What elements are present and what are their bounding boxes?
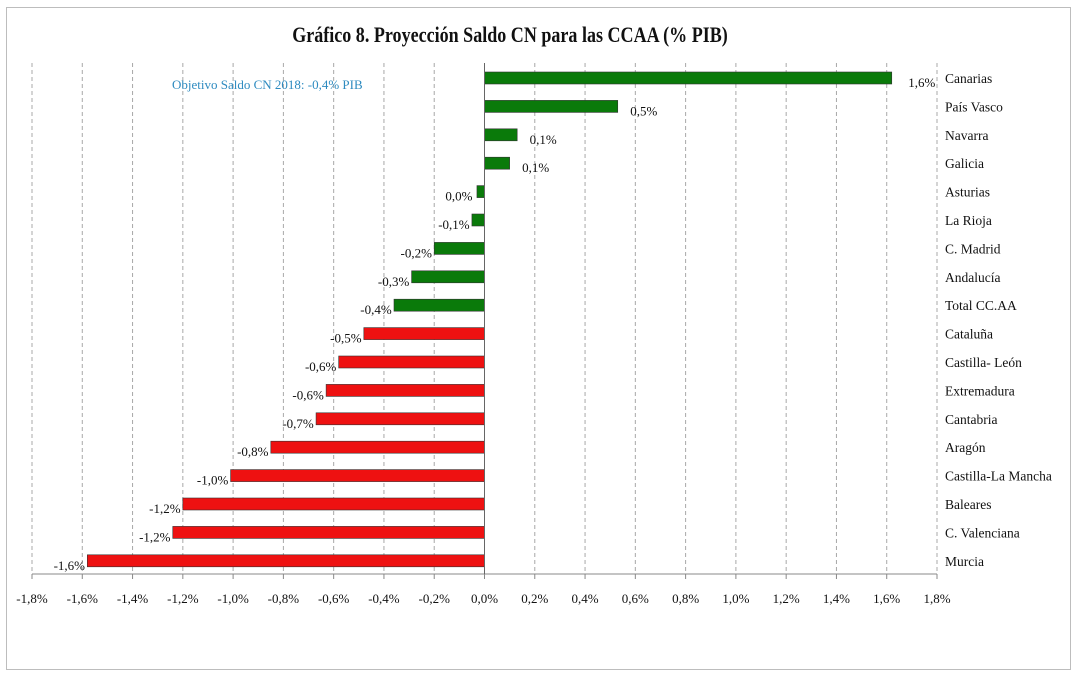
category-label: La Rioja — [945, 213, 992, 228]
data-label: -0,7% — [282, 416, 314, 431]
category-label: Baleares — [945, 497, 991, 512]
bar — [230, 469, 485, 482]
data-label: -1,6% — [54, 558, 86, 573]
category-label: C. Valenciana — [945, 525, 1020, 540]
data-label: -0,5% — [330, 331, 362, 346]
x-tick-label: -1,2% — [167, 591, 199, 606]
bar — [338, 355, 485, 369]
category-label: Castilla-La Mancha — [945, 469, 1052, 484]
bar — [484, 71, 893, 85]
x-tick-label: 1,8% — [923, 591, 950, 606]
data-label: 1,6% — [908, 75, 935, 90]
x-tick-label: -1,8% — [16, 591, 48, 606]
category-label: Cantabria — [945, 412, 997, 427]
data-label: -0,4% — [360, 302, 392, 317]
data-label: -0,1% — [438, 217, 470, 232]
x-tick-label: 1,0% — [722, 591, 749, 606]
bar — [484, 100, 619, 113]
bar — [182, 497, 485, 511]
x-tick-label: 0,0% — [471, 591, 498, 606]
data-label: -0,2% — [401, 245, 433, 260]
bar — [484, 128, 518, 142]
bar — [476, 185, 485, 198]
data-label: -1,2% — [139, 529, 171, 544]
x-tick-label: 1,2% — [773, 591, 800, 606]
x-tick-label: -1,0% — [217, 591, 249, 606]
bar — [433, 242, 485, 255]
category-label: Asturias — [945, 185, 990, 200]
data-label: -0,3% — [378, 274, 410, 289]
category-label: Murcia — [945, 554, 984, 569]
category-label: Andalucía — [945, 270, 1000, 285]
x-tick-label: 0,6% — [622, 591, 649, 606]
data-label: 0,1% — [522, 160, 549, 175]
category-label: Extremadura — [945, 383, 1015, 398]
target-annotation: Objetivo Saldo CN 2018: -0,4% PIB — [172, 77, 363, 92]
category-label: Canarias — [945, 71, 992, 86]
x-tick-label: -1,4% — [117, 591, 149, 606]
data-label: -1,2% — [149, 501, 181, 516]
bar — [270, 440, 485, 454]
chart-title: Gráfico 8. Proyección Saldo CN para las … — [292, 22, 728, 47]
category-label: País Vasco — [945, 99, 1003, 114]
bar — [315, 412, 485, 426]
category-label: Galicia — [945, 156, 984, 171]
x-tick-label: -1,6% — [67, 591, 99, 606]
bar — [484, 156, 510, 170]
bar — [325, 384, 485, 397]
bar — [172, 526, 485, 539]
bar — [411, 270, 485, 284]
x-tick-label: -0,4% — [368, 591, 400, 606]
category-label: Castilla- León — [945, 355, 1022, 370]
x-tick-label: 1,4% — [823, 591, 850, 606]
x-tick-label: 0,4% — [572, 591, 599, 606]
bar — [471, 213, 485, 227]
category-label: Navarra — [945, 128, 988, 143]
x-tick-label: -0,8% — [268, 591, 300, 606]
category-label: Total CC.AA — [945, 298, 1017, 313]
data-label: -0,8% — [237, 444, 269, 459]
bar — [363, 327, 485, 340]
data-label: -0,6% — [292, 387, 324, 402]
data-label: -1,0% — [197, 473, 229, 488]
category-label: Cataluña — [945, 327, 993, 342]
bar — [87, 554, 485, 568]
data-label: -0,6% — [305, 359, 337, 374]
x-tick-label: 0,8% — [672, 591, 699, 606]
data-label: 0,5% — [630, 103, 657, 118]
x-tick-label: 0,2% — [521, 591, 548, 606]
data-label: 0,0% — [445, 189, 472, 204]
data-label: 0,1% — [530, 132, 557, 147]
category-label: Aragón — [945, 440, 986, 455]
bar — [393, 298, 485, 312]
x-tick-label: -0,2% — [419, 591, 451, 606]
x-tick-label: -0,6% — [318, 591, 350, 606]
category-label: C. Madrid — [945, 241, 1001, 256]
x-tick-label: 1,6% — [873, 591, 900, 606]
